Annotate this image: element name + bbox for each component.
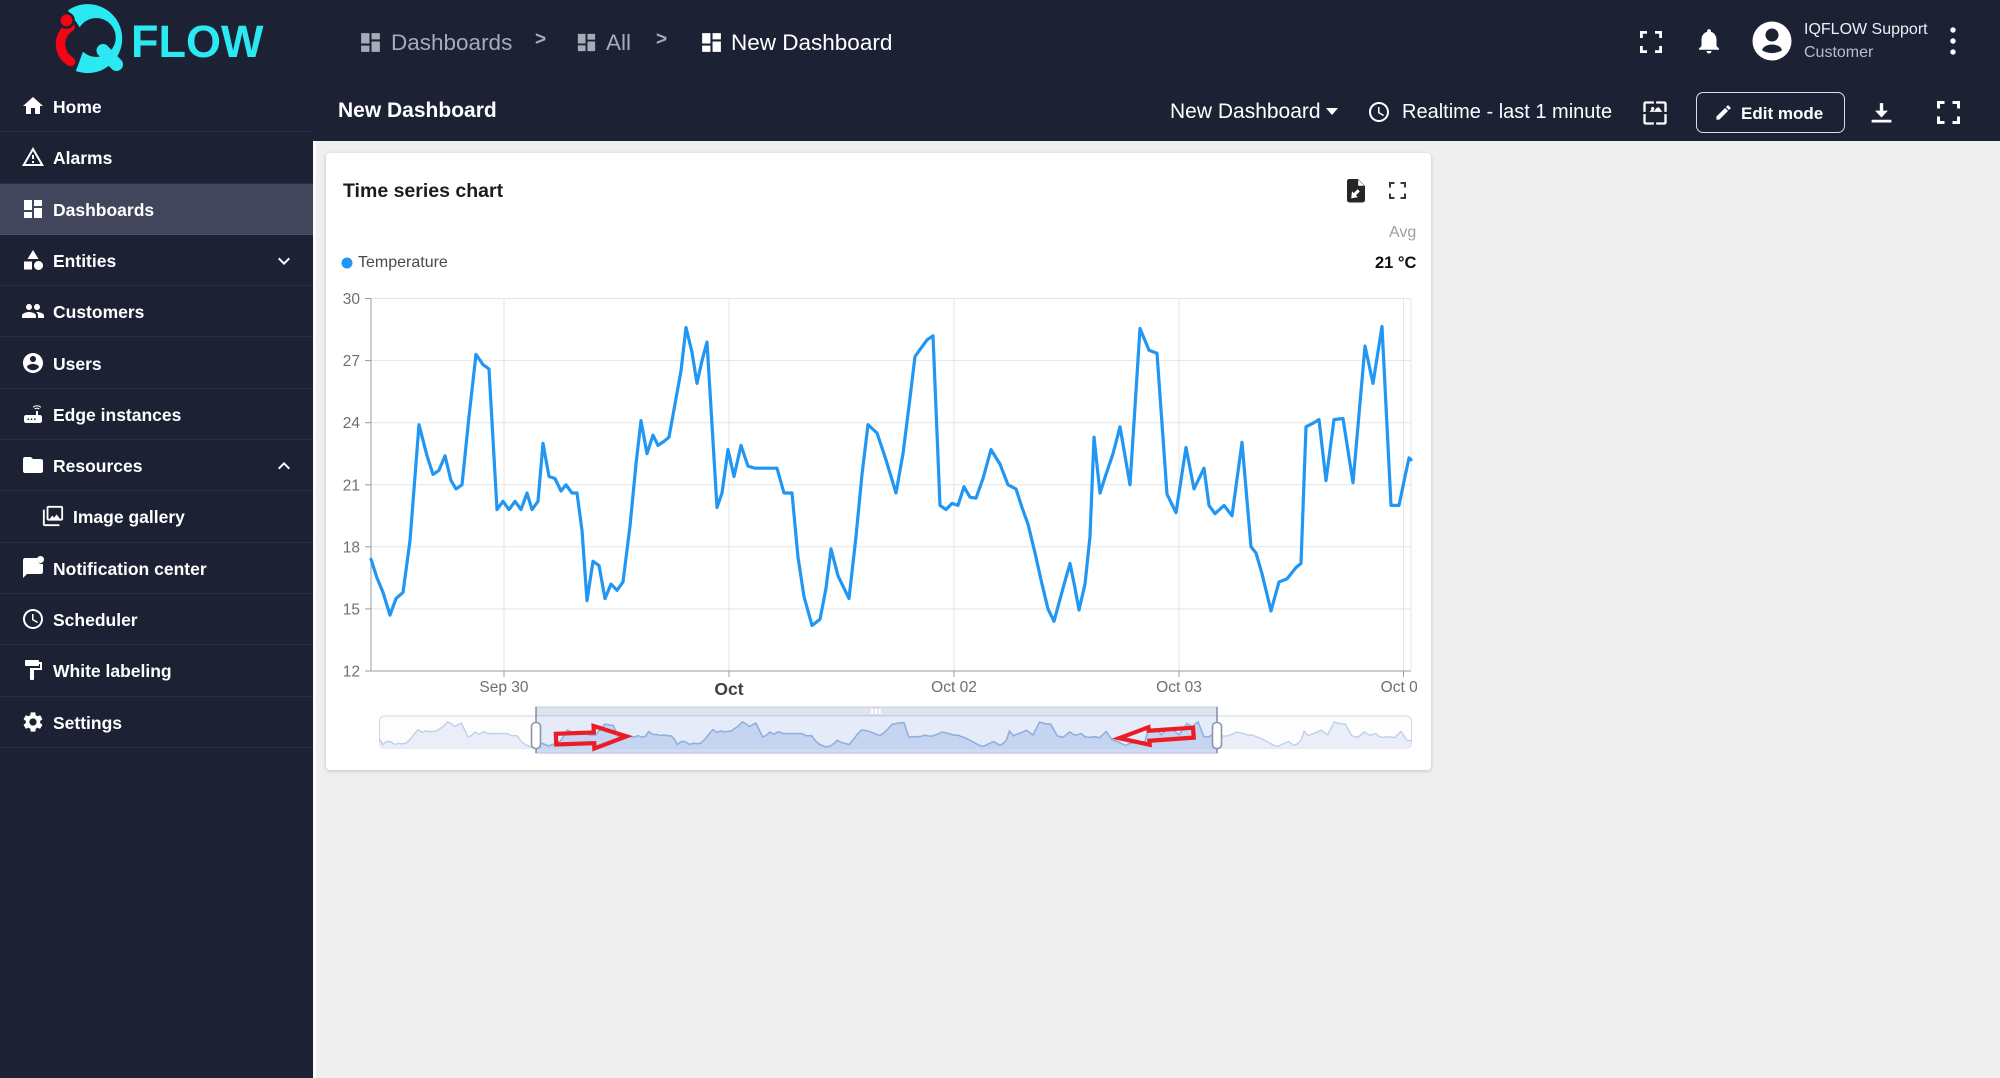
svg-text:Oct 04: Oct 04 [1381,679,1427,696]
svg-text:15: 15 [343,601,360,618]
svg-text:12: 12 [343,664,360,681]
svg-text:21: 21 [343,477,360,494]
svg-text:24: 24 [343,415,361,432]
svg-text:Oct: Oct [714,679,743,699]
svg-text:18: 18 [343,539,360,556]
svg-text:Oct 02: Oct 02 [931,679,977,696]
svg-text:FLOW: FLOW [131,16,264,67]
svg-text:27: 27 [343,353,360,370]
svg-text:Oct 03: Oct 03 [1156,679,1202,696]
svg-text:30: 30 [343,291,361,308]
svg-text:Sep 30: Sep 30 [479,679,529,696]
